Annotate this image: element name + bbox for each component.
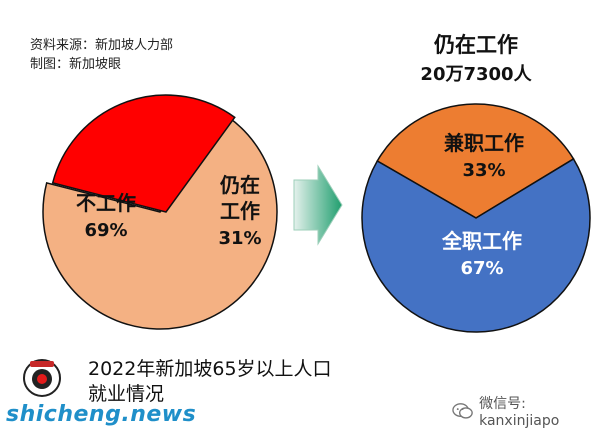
pie1-slice-2 — [51, 94, 236, 213]
pie1-label-2-line-2: 工作 — [220, 199, 260, 223]
pie2-title: 仍在工作 — [434, 33, 518, 57]
wechat-id: 微信号: kanxinjiapo — [479, 396, 560, 429]
pie2-slice-1 — [376, 103, 575, 219]
pie2-value-1: 33% — [462, 160, 505, 181]
chart-caption: 2022年新加坡65岁以上人口 就业情况 — [88, 357, 332, 407]
site-watermark: shicheng.news — [6, 402, 197, 427]
shicheng-logo-icon — [23, 359, 61, 397]
transition-arrow — [293, 164, 343, 246]
caption-line-2: 就业情况 — [88, 383, 165, 405]
caption-line-1: 2022年新加坡65岁以上人口 — [88, 358, 332, 380]
pie2-label-2: 全职工作 — [441, 229, 522, 253]
source-line: 资料来源：新加坡人力部 — [30, 38, 174, 53]
pie1-label-1: 不工作 — [76, 191, 136, 215]
pie1-slice-1 — [42, 116, 278, 330]
wechat-watermark: 微信号: kanxinjiapo — [452, 393, 605, 429]
pie1-value-1: 69% — [84, 220, 127, 241]
pie2-value-2: 67% — [460, 258, 503, 279]
pie2-subtitle: 20万7300人 — [420, 64, 532, 85]
source-note: 资料来源：新加坡人力部 制图：新加坡眼 — [30, 36, 173, 74]
pie2-slice-2 — [361, 157, 591, 333]
pie-chart-employment: 不工作 69% 仍在工作 31% — [42, 94, 278, 330]
pie1-label-2-line-1: 仍在 — [219, 173, 260, 197]
pie-chart-working-type: 兼职工作 33% 全职工作 67% — [361, 103, 591, 333]
pie2-label-1: 兼职工作 — [444, 131, 524, 155]
wechat-icon — [452, 403, 473, 419]
chart-by-line: 制图：新加坡眼 — [30, 57, 122, 72]
pie1-value-2: 31% — [218, 228, 261, 249]
